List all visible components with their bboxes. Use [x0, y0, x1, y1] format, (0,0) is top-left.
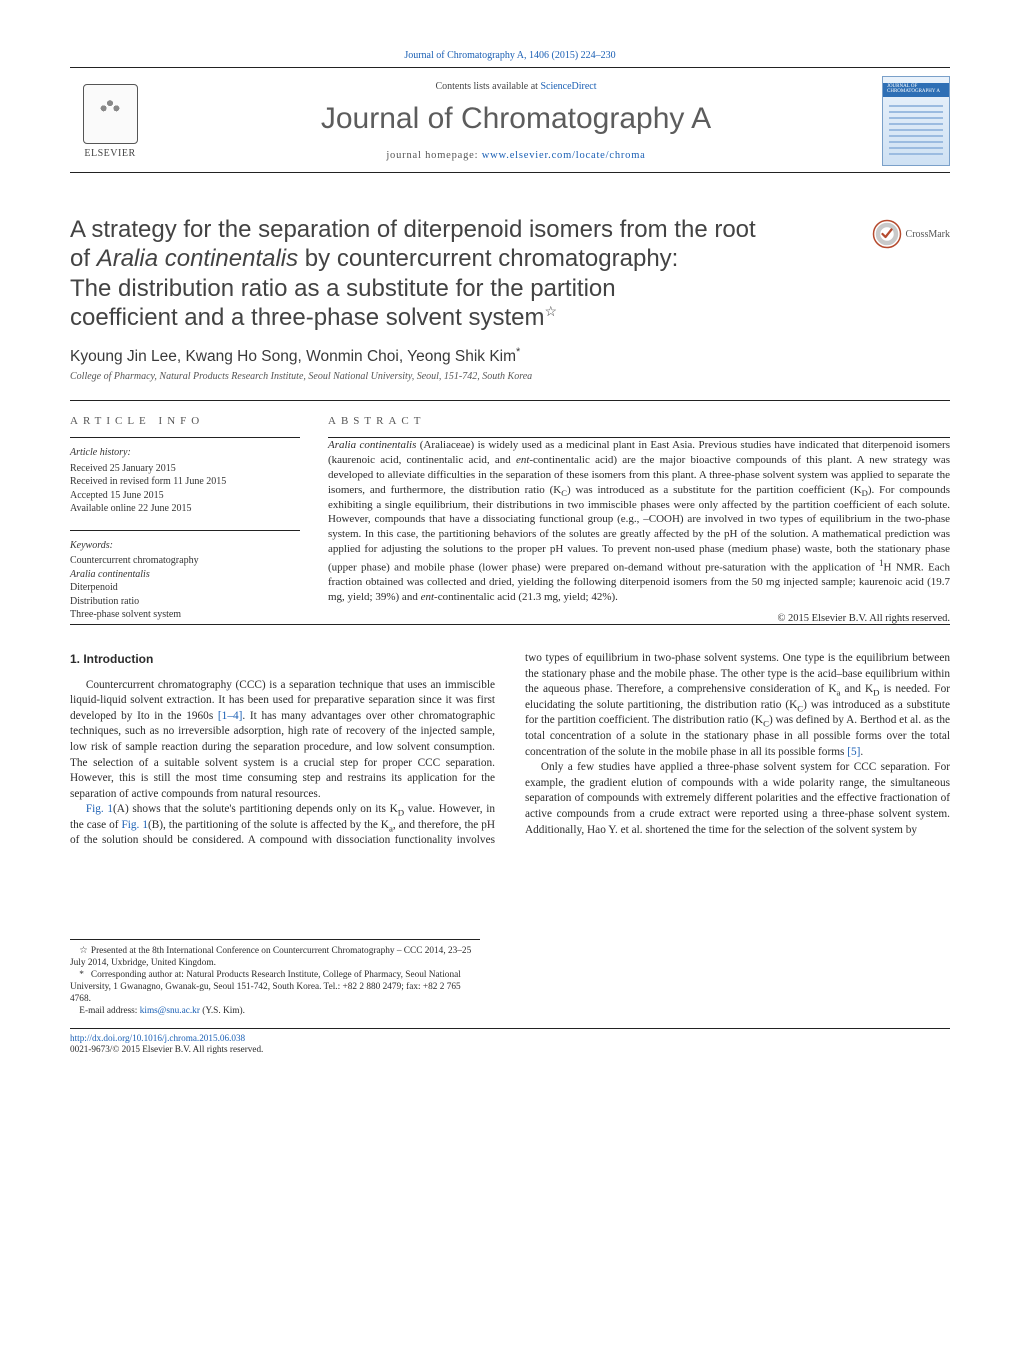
journal-cover-thumb: JOURNAL OF CHROMATOGRAPHY A [882, 76, 950, 166]
ref-link-5[interactable]: [5] [847, 746, 860, 758]
intro-para-1: Countercurrent chromatography (CCC) is a… [70, 678, 495, 803]
abstract-header: ABSTRACT [328, 415, 950, 427]
section-heading-intro: 1. Introduction [70, 651, 495, 668]
footnote-corr-marker: * [79, 969, 88, 981]
footnote-star-marker: ☆ [79, 945, 88, 957]
fig1b-link[interactable]: Fig. 1 [121, 819, 148, 831]
abs-ital: Aralia continentalis [328, 439, 416, 451]
title-line3: The distribution ratio as a substitute f… [70, 275, 616, 302]
authors-names: Kyoung Jin Lee, Kwang Ho Song, Wonmin Ch… [70, 348, 516, 365]
abs-span: ) was introduced as a substitute for the… [567, 484, 862, 496]
footnote-star: ☆ Presented at the 8th International Con… [70, 945, 480, 969]
email-link[interactable]: kims@snu.ac.kr [140, 1006, 200, 1016]
crossmark-label: CrossMark [906, 229, 950, 240]
history-header: Article history: [70, 446, 300, 460]
contents-line: Contents lists available at ScienceDirec… [150, 81, 882, 92]
homepage-label: journal homepage: [386, 150, 481, 161]
rule-below-abstract [70, 624, 950, 625]
p2-span: (A) shows that the solute's partitioning… [113, 803, 398, 815]
abstract: ABSTRACT Aralia continentalis (Araliacea… [328, 415, 950, 624]
title-line2-ital: Aralia continentalis [97, 245, 298, 272]
p1-post: . It has many advantages over other chro… [70, 710, 495, 800]
title-line1: A strategy for the separation of diterpe… [70, 216, 756, 243]
journal-title: Journal of Chromatography A [150, 102, 882, 136]
corresponding-marker: * [516, 346, 520, 358]
email-label: E-mail address: [79, 1006, 139, 1016]
authors: Kyoung Jin Lee, Kwang Ho Song, Wonmin Ch… [70, 346, 950, 366]
title-line4: coefficient and a three-phase solvent sy… [70, 304, 545, 331]
fig1a-link[interactable]: Fig. 1 [86, 803, 113, 815]
abs-span: ). For compounds exhibiting a single equ… [328, 484, 950, 574]
top-citation: Journal of Chromatography A, 1406 (2015)… [70, 50, 950, 61]
abs-ent: ent [421, 591, 434, 603]
crossmark-icon [872, 219, 902, 249]
article-info-header: ARTICLE INFO [70, 415, 300, 427]
history-line: Available online 22 June 2015 [70, 502, 300, 516]
crossmark-badge[interactable]: CrossMark [872, 219, 950, 249]
elsevier-logo: ELSEVIER [70, 76, 150, 166]
footnote-corresponding: * Corresponding author at: Natural Produ… [70, 969, 480, 1005]
p2-end: . [860, 746, 863, 758]
rule-above-info [70, 400, 950, 401]
footnote-corr-text: Corresponding author at: Natural Product… [70, 970, 461, 1004]
keyword: Diterpenoid [70, 581, 300, 595]
footnotes: ☆ Presented at the 8th International Con… [70, 939, 480, 1017]
ref-link-1-4[interactable]: [1–4] [218, 710, 242, 722]
elsevier-tree-icon [83, 84, 138, 144]
info-abstract-row: ARTICLE INFO Article history: Received 2… [70, 415, 950, 624]
history-line: Received in revised form 11 June 2015 [70, 475, 300, 489]
abs-span: -continentalic acid (21.3 mg, yield; 42%… [434, 591, 618, 603]
keyword: Distribution ratio [70, 595, 300, 609]
body-columns: 1. Introduction Countercurrent chromatog… [70, 651, 950, 849]
elsevier-wordmark: ELSEVIER [84, 148, 135, 159]
article-info: ARTICLE INFO Article history: Received 2… [70, 415, 300, 624]
affiliation: College of Pharmacy, Natural Products Re… [70, 371, 950, 382]
title-line2-post: by countercurrent chromatography: [298, 245, 678, 272]
rule-masthead-bottom [70, 172, 950, 173]
p2-span: and K [840, 683, 873, 695]
issn-copyright: 0021-9673/© 2015 Elsevier B.V. All right… [70, 1044, 263, 1054]
history-line: Accepted 15 June 2015 [70, 489, 300, 503]
homepage-line: journal homepage: www.elsevier.com/locat… [150, 150, 882, 161]
article-title: A strategy for the separation of diterpe… [70, 215, 950, 332]
title-star: ☆ [545, 303, 558, 319]
keyword: Three-phase solvent system [70, 608, 300, 622]
title-line2-pre: of [70, 245, 97, 272]
intro-para-3: Only a few studies have applied a three-… [525, 760, 950, 838]
keyword: Countercurrent chromatography [70, 554, 300, 568]
email-post: (Y.S. Kim). [200, 1006, 245, 1016]
footnote-email: E-mail address: kims@snu.ac.kr (Y.S. Kim… [70, 1005, 480, 1017]
doi-link[interactable]: http://dx.doi.org/10.1016/j.chroma.2015.… [70, 1033, 245, 1043]
bottom-bar: http://dx.doi.org/10.1016/j.chroma.2015.… [70, 1028, 950, 1057]
history-line: Received 25 January 2015 [70, 462, 300, 476]
keyword: Aralia continentalis [70, 568, 300, 582]
homepage-link[interactable]: www.elsevier.com/locate/chroma [482, 150, 646, 161]
sciencedirect-link[interactable]: ScienceDirect [540, 81, 596, 92]
citation-link[interactable]: Journal of Chromatography A, 1406 (2015)… [404, 50, 615, 61]
abstract-text: Aralia continentalis (Araliaceae) is wid… [328, 438, 950, 605]
contents-text: Contents lists available at [435, 81, 540, 92]
abs-ent: ent [516, 454, 529, 466]
p2-span: (B), the partitioning of the solute is a… [148, 819, 389, 831]
keywords-header: Keywords: [70, 539, 300, 553]
cover-label: JOURNAL OF CHROMATOGRAPHY A [887, 84, 949, 94]
masthead: ELSEVIER Contents lists available at Sci… [70, 68, 950, 172]
footnote-star-text: Presented at the 8th International Confe… [70, 946, 471, 968]
abstract-copyright: © 2015 Elsevier B.V. All rights reserved… [328, 613, 950, 624]
